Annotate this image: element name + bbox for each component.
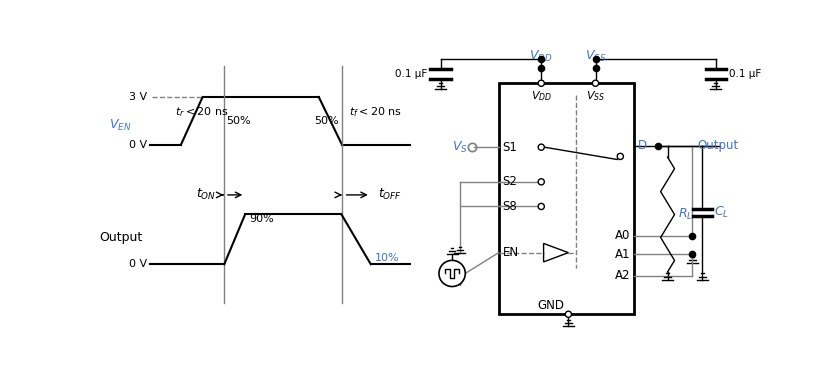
Text: Output: Output [698, 139, 739, 152]
Text: $t_f < 20\ \mathrm{ns}$: $t_f < 20\ \mathrm{ns}$ [349, 105, 403, 119]
Text: $V_{EN}$: $V_{EN}$ [441, 274, 463, 289]
Text: A1: A1 [615, 248, 630, 261]
Circle shape [617, 153, 624, 160]
Text: 10%: 10% [375, 253, 399, 263]
Text: $V_S$: $V_S$ [452, 140, 467, 155]
Circle shape [566, 311, 571, 317]
Text: Output: Output [98, 231, 142, 244]
Text: 50%: 50% [227, 116, 251, 126]
Text: $V_{SS}$: $V_{SS}$ [585, 48, 606, 64]
Text: GND: GND [538, 298, 565, 311]
Text: 0.1 μF: 0.1 μF [729, 69, 761, 79]
Text: 50%: 50% [314, 116, 339, 126]
Circle shape [538, 80, 544, 86]
Text: $V_{DD}$: $V_{DD}$ [529, 48, 553, 64]
Text: 0 V: 0 V [129, 259, 147, 269]
Circle shape [538, 203, 544, 210]
Text: 0 V: 0 V [129, 140, 147, 150]
Text: 0.1 μF: 0.1 μF [395, 69, 428, 79]
Text: 90%: 90% [249, 214, 274, 224]
Circle shape [592, 80, 599, 86]
Text: D: D [638, 139, 648, 152]
Text: $t_{OFF}$: $t_{OFF}$ [379, 187, 403, 203]
Text: S1: S1 [503, 141, 518, 154]
Text: A2: A2 [615, 269, 630, 282]
Text: S8: S8 [503, 200, 517, 213]
Text: $V_{EN}$: $V_{EN}$ [109, 118, 131, 133]
Text: $V_{SS}$: $V_{SS}$ [586, 90, 605, 103]
Circle shape [538, 144, 544, 150]
Text: S2: S2 [503, 175, 518, 188]
Text: 3 V: 3 V [129, 92, 147, 102]
Text: EN: EN [503, 246, 519, 259]
Text: $t_{ON}$: $t_{ON}$ [197, 187, 217, 203]
Text: $t_r < 20\ \mathrm{ns}$: $t_r < 20\ \mathrm{ns}$ [175, 105, 229, 119]
Bar [499, 83, 634, 314]
Text: $R_L$: $R_L$ [678, 207, 694, 222]
Text: A0: A0 [615, 229, 630, 242]
Text: $V_{DD}$: $V_{DD}$ [531, 90, 552, 103]
Circle shape [439, 260, 466, 286]
Circle shape [538, 179, 544, 185]
Text: $C_L$: $C_L$ [714, 205, 729, 220]
